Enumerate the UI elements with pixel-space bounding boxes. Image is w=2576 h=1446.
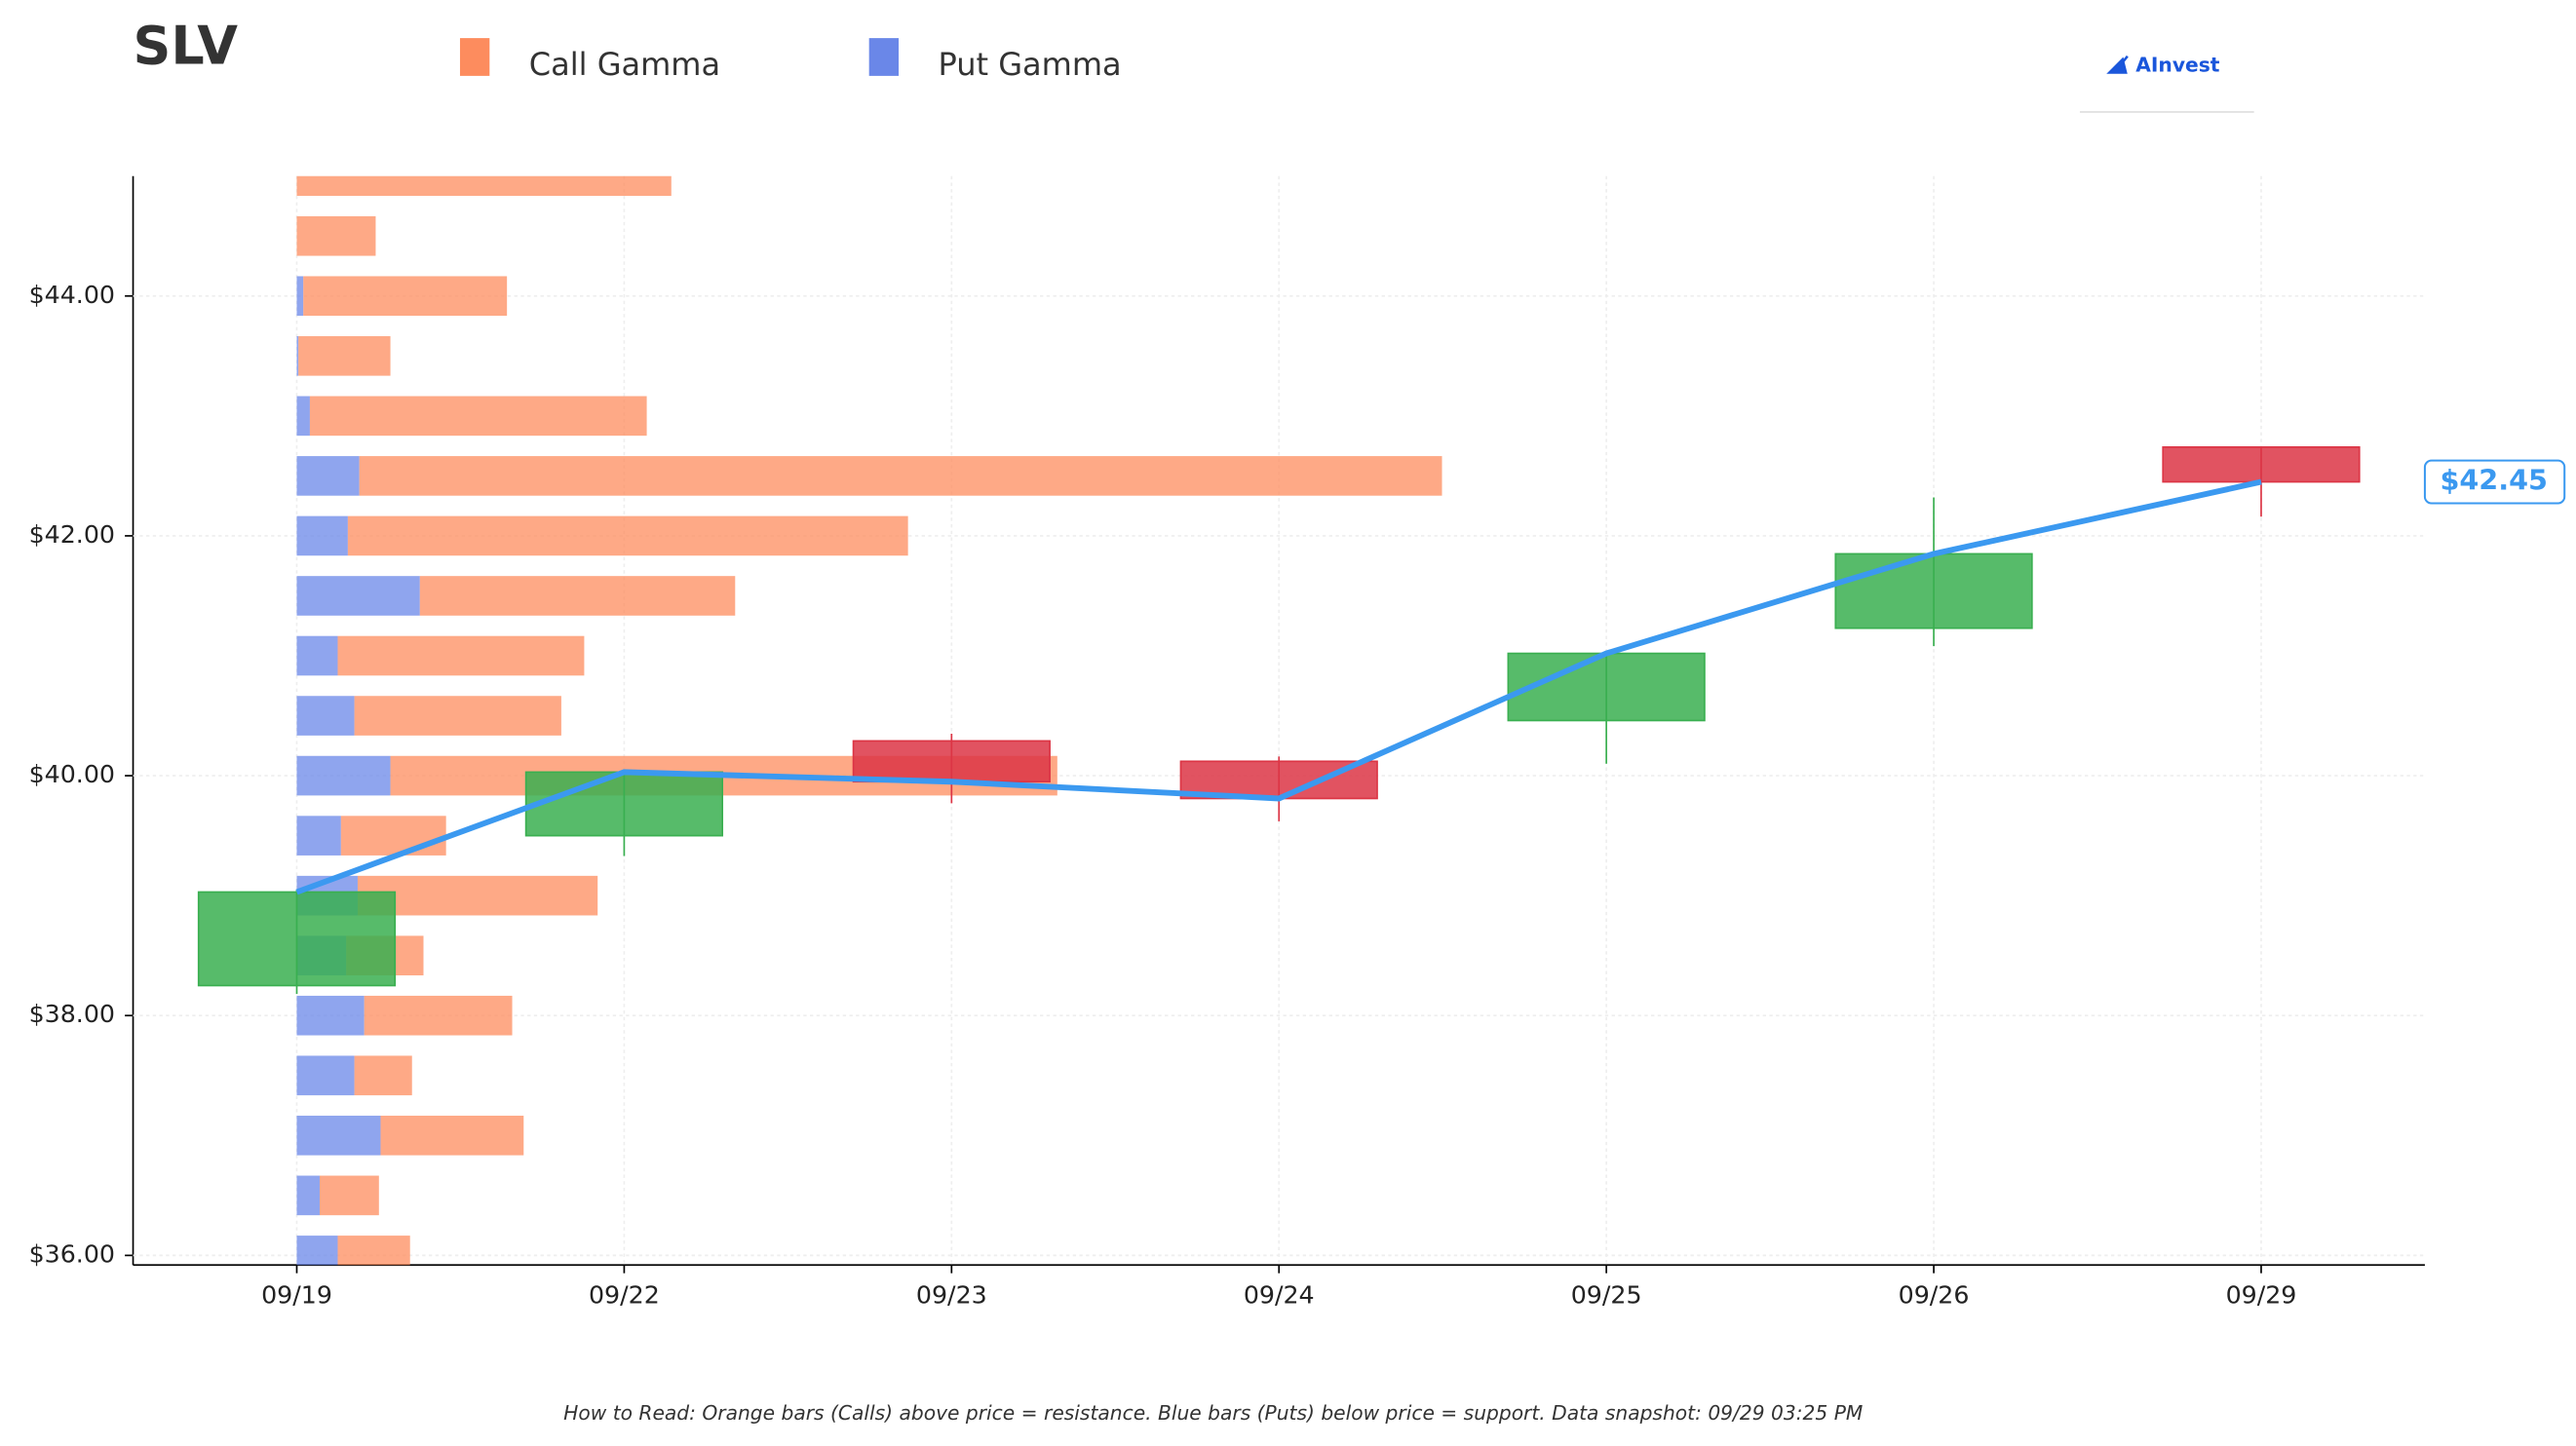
put-gamma-bar [296,1116,381,1156]
price-tag-label: $42.45 [2440,464,2548,497]
candle-body [1834,552,2033,629]
legend-label: Put Gamma [938,46,1121,83]
put-gamma-bar [296,696,355,736]
call-gamma-bar [354,1055,412,1096]
put-gamma-bar [296,1175,321,1216]
x-tick-label: 09/19 [261,1280,332,1309]
call-gamma-bar [298,336,391,376]
put-gamma-bar [296,336,299,376]
put-gamma-bar [296,755,391,796]
call-gamma-bar [337,635,585,676]
footnote: How to Read: Orange bars (Calls) above p… [563,1401,1863,1425]
y-tick-label: $42.00 [29,520,115,549]
legend-swatch [459,38,490,76]
call-gamma-bar [380,1116,524,1156]
put-gamma-bar [296,1236,338,1266]
close-line [295,478,2262,895]
candle-body [197,891,397,987]
call-gamma-bar [320,1175,379,1216]
logo: AInvest [2135,53,2219,76]
call-gamma-bar [347,515,908,556]
legend-label: Call Gamma [529,46,720,83]
chart-title: SLV [134,16,239,77]
put-gamma-bar [296,576,420,616]
x-tick-label: 09/24 [1244,1280,1315,1309]
legend-swatch [868,38,900,76]
put-gamma-bar [296,635,338,676]
call-gamma-bar [419,576,736,616]
x-tick-label: 09/29 [2226,1280,2297,1309]
put-gamma-bar [296,276,304,317]
call-gamma-bar [296,175,672,197]
candle-body [524,771,724,837]
y-tick-label: $38.00 [29,1000,115,1028]
put-gamma-bar [296,816,341,856]
candle-body [852,740,1051,783]
call-gamma-bar [357,875,598,916]
call-gamma-bar [303,276,508,317]
price-tag [2423,459,2566,505]
call-gamma-bar [359,456,1442,496]
candle-body [2162,446,2361,483]
call-gamma-bar [296,215,376,256]
call-gamma-bar [340,816,446,856]
call-gamma-bar [364,995,513,1036]
x-tick-label: 09/26 [1899,1280,1970,1309]
put-gamma-bar [296,515,348,556]
put-gamma-bar [296,396,310,437]
x-tick-label: 09/22 [589,1280,660,1309]
put-gamma-bar [296,995,365,1036]
candle-body [1507,652,1706,722]
y-tick-label: $44.00 [29,281,115,309]
call-gamma-bar [309,396,647,437]
put-gamma-bar [296,1055,355,1096]
put-gamma-bar [296,456,360,496]
y-tick-label: $36.00 [29,1239,115,1268]
call-gamma-bar [337,1236,410,1266]
logo-icon [2106,55,2129,74]
call-gamma-bar [354,696,561,736]
y-tick-label: $40.00 [29,760,115,788]
x-tick-label: 09/25 [1571,1280,1642,1309]
x-tick-label: 09/23 [916,1280,987,1309]
